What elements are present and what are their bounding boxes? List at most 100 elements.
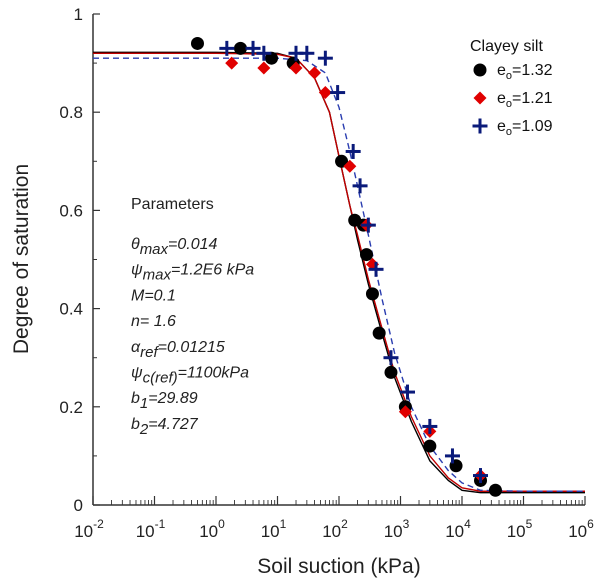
parameter-symbol: α — [131, 339, 141, 356]
legend-label-sub: o — [506, 126, 512, 138]
data-point-series-2 — [330, 85, 346, 101]
x-tick-label: 105 — [507, 517, 533, 541]
y-tick-label: 0.2 — [59, 398, 83, 417]
data-point-series-2 — [400, 384, 416, 400]
legend-label-0: eo=1.32 — [497, 62, 553, 82]
parameter-line-5: ψc(ref)=1100kPa — [131, 365, 249, 387]
parameter-subscript: max — [140, 241, 169, 258]
legend-label-prefix: e — [497, 90, 506, 107]
parameter-symbol: b — [131, 390, 140, 407]
data-point-series-2 — [245, 40, 261, 56]
x-tick-label: 106 — [568, 517, 594, 541]
data-point-series-1 — [225, 56, 239, 70]
data-markers — [190, 36, 502, 497]
x-tick-label-exp: 5 — [526, 517, 533, 531]
parameter-line-1: ψmax=1.2E6 kPa — [131, 262, 254, 284]
parameter-line-6: b1=29.89 — [131, 390, 198, 412]
legend-label-1: eo=1.21 — [497, 90, 553, 110]
data-point-series-1 — [308, 66, 322, 80]
parameter-symbol: θ — [131, 236, 140, 253]
x-tick-label-base: 10 — [568, 522, 587, 541]
legend-marker-2 — [472, 118, 488, 134]
parameter-subscript: 1 — [140, 395, 148, 412]
data-point-series-2 — [345, 143, 361, 159]
data-point-series-0 — [360, 248, 374, 262]
data-point-series-2 — [352, 178, 368, 194]
data-point-series-0 — [372, 326, 386, 340]
data-point-series-0 — [190, 36, 204, 50]
data-point-series-2 — [256, 45, 272, 61]
parameter-line-0: θmax=0.014 — [131, 236, 218, 258]
parameter-line-7: b2=4.727 — [131, 416, 199, 438]
legend-marker-1 — [473, 91, 487, 105]
x-tick-label-exp: 6 — [587, 517, 594, 531]
parameter-subscript: ref — [140, 344, 159, 361]
legend-label-suffix: =1.32 — [512, 62, 553, 79]
x-tick-label-exp: 3 — [403, 517, 410, 531]
parameter-line-3: n= 1.6 — [131, 313, 176, 330]
x-tick-label-base: 10 — [322, 522, 341, 541]
x-tick-label-exp: 1 — [280, 517, 287, 531]
data-point-series-2 — [360, 217, 376, 233]
parameter-value: =4.727 — [148, 416, 198, 433]
x-tick-label-exp: -2 — [93, 517, 104, 531]
data-point-series-1 — [257, 61, 271, 75]
x-tick-label: 10-1 — [136, 517, 166, 541]
data-point-series-2 — [383, 350, 399, 366]
data-point-series-2 — [317, 50, 333, 66]
y-tick-label: 0 — [74, 496, 83, 515]
x-axis-title: Soil suction (kPa) — [257, 555, 420, 578]
parameter-value: =0.014 — [168, 236, 217, 253]
data-point-series-0 — [384, 365, 398, 379]
data-point-series-2 — [368, 261, 384, 277]
legend-label-suffix: =1.09 — [512, 118, 553, 135]
parameter-symbol: ψ — [131, 262, 143, 279]
parameter-symbol: b — [131, 416, 140, 433]
data-point-series-0 — [335, 154, 349, 168]
parameter-line-4: αref=0.01215 — [131, 339, 225, 361]
x-tick-label-base: 10 — [261, 522, 280, 541]
parameter-subscript: 2 — [139, 421, 149, 438]
x-tick-label-base: 10 — [445, 522, 464, 541]
parameter-line-2: M=0.1 — [131, 287, 176, 304]
legend-label-sub: o — [506, 98, 512, 110]
legend-label-sub: o — [506, 70, 512, 82]
data-point-series-1 — [398, 405, 412, 419]
legend-label-prefix: e — [497, 62, 506, 79]
parameter-subscript: max — [143, 267, 172, 284]
legend-label-suffix: =1.21 — [512, 90, 553, 107]
data-point-series-2 — [444, 448, 460, 464]
data-point-series-2 — [299, 45, 315, 61]
parameter-heading: Parameters — [131, 196, 214, 213]
parameter-value: =1.2E6 kPa — [171, 262, 254, 279]
legend-marker-0 — [473, 63, 487, 77]
data-point-series-0 — [423, 439, 437, 453]
data-point-series-0 — [488, 483, 502, 497]
legend-label-prefix: e — [497, 118, 506, 135]
data-point-series-0 — [265, 51, 279, 65]
y-axis-title: Degree of saturation — [10, 164, 33, 354]
x-tick-label: 103 — [384, 517, 410, 541]
data-point-series-2 — [473, 468, 489, 484]
x-tick-label: 100 — [199, 517, 225, 541]
x-tick-label-exp: 0 — [218, 517, 225, 531]
parameter-value: =1100kPa — [178, 365, 249, 382]
y-tick-label: 1 — [74, 5, 83, 24]
x-tick-label-base: 10 — [136, 522, 155, 541]
parameter-subscript: c(ref) — [143, 370, 178, 387]
x-tick-label-exp: 2 — [341, 517, 348, 531]
data-point-series-1 — [318, 86, 332, 100]
x-tick-label: 102 — [322, 517, 348, 541]
legend-label-2: eo=1.09 — [497, 118, 553, 138]
data-point-series-2 — [422, 418, 438, 434]
x-tick-label-exp: -1 — [155, 517, 166, 531]
data-point-series-1 — [289, 61, 303, 75]
x-tick-label-base: 10 — [507, 522, 526, 541]
y-tick-label: 0.8 — [59, 103, 83, 122]
parameter-value: =0.01215 — [158, 339, 225, 356]
